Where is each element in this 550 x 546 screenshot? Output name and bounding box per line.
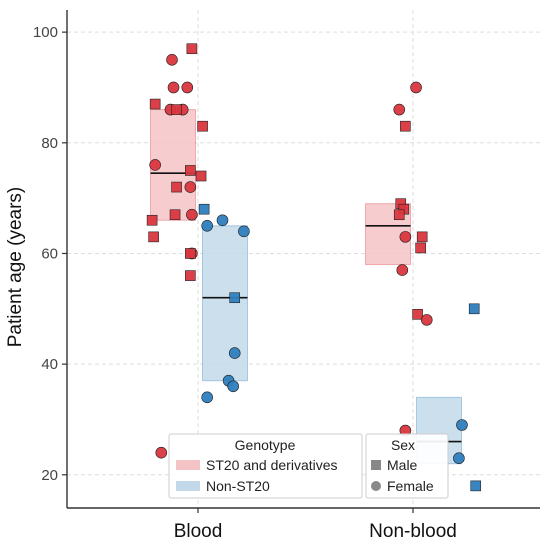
point-female — [410, 81, 422, 94]
legend-sex-title: Sex — [391, 437, 415, 453]
y-tick-label: 40 — [41, 356, 58, 373]
x-tick-label: Blood — [174, 521, 223, 542]
point-male — [185, 248, 196, 259]
point-male — [393, 209, 405, 221]
point-female — [399, 231, 412, 243]
gridlines — [67, 10, 540, 508]
point-male — [195, 170, 207, 182]
legend-label-non-st20: Non-ST20 — [206, 478, 270, 494]
point-female — [238, 225, 250, 238]
range-box — [202, 225, 248, 382]
point-female — [155, 446, 168, 459]
point-female — [456, 419, 468, 431]
point-female — [393, 103, 406, 116]
point-male — [171, 104, 182, 115]
legend-label-female: Female — [387, 478, 434, 494]
point-female — [184, 181, 197, 193]
legend-swatch-non-st20 — [176, 481, 200, 491]
point-male — [197, 120, 208, 132]
y-tick-label: 100 — [33, 24, 58, 41]
point-female — [453, 452, 465, 465]
point-male — [470, 480, 482, 492]
point-female — [201, 391, 213, 404]
point-male — [412, 309, 423, 320]
point-female — [167, 81, 180, 94]
point-female — [228, 347, 241, 359]
point-female — [396, 264, 409, 276]
x-tick-label: Non-blood — [369, 521, 457, 542]
y-tick-label: 80 — [41, 135, 58, 152]
point-female — [227, 380, 239, 393]
y-axis-title: Patient age (years) — [5, 187, 26, 348]
data-points — [146, 43, 482, 492]
point-male — [185, 270, 196, 281]
point-male — [148, 231, 159, 243]
legend-marker-male — [371, 460, 381, 470]
legend-genotype-title: Genotype — [235, 437, 296, 453]
legend-genotype-frame — [168, 433, 363, 499]
point-male — [415, 242, 426, 254]
point-male — [149, 98, 161, 110]
point-male — [169, 209, 181, 221]
point-male — [229, 292, 241, 304]
y-tick-label: 60 — [41, 245, 58, 262]
point-male — [186, 43, 198, 55]
point-male — [185, 165, 196, 176]
legend-label-male: Male — [387, 457, 418, 473]
point-male — [146, 214, 158, 226]
point-female — [420, 314, 433, 326]
point-female — [166, 53, 178, 66]
point-female — [201, 220, 213, 232]
point-male — [198, 203, 210, 215]
point-male — [400, 120, 411, 132]
point-male — [468, 303, 480, 315]
point-female — [186, 208, 198, 221]
legend: Genotype ST20 and derivatives Non-ST20 Sex M… — [168, 433, 449, 499]
point-female — [149, 159, 161, 171]
point-male — [171, 181, 182, 193]
legend-sex-frame — [365, 433, 449, 499]
legend-label-st20: ST20 and derivatives — [206, 457, 338, 473]
point-male — [416, 231, 428, 243]
legend-marker-female — [371, 481, 381, 491]
point-female — [216, 214, 229, 227]
y-tick-label: 20 — [41, 467, 58, 484]
point-female — [181, 81, 194, 94]
range-boxes — [150, 109, 462, 465]
legend-swatch-st20 — [176, 460, 200, 470]
axes: 20 40 60 80 100 Blood Non-blood — [33, 10, 540, 542]
